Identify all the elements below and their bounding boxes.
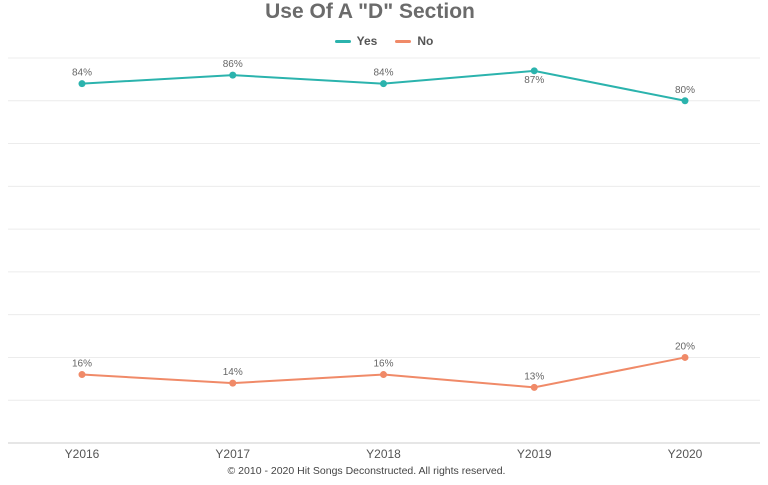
x-tick-label: Y2020	[668, 447, 703, 461]
legend-item-yes[interactable]: Yes	[334, 34, 378, 48]
grid-lines	[8, 57, 760, 444]
legend-swatch-yes	[334, 39, 351, 43]
data-point	[78, 371, 86, 379]
data-point	[681, 353, 689, 361]
data-label: 86%	[223, 59, 243, 70]
chart-legend: Yes No	[0, 34, 768, 48]
data-label: 84%	[72, 68, 92, 79]
x-tick-label: Y2016	[65, 447, 100, 461]
legend-label-no: No	[417, 34, 434, 48]
data-label: 16%	[72, 359, 92, 370]
data-label: 20%	[675, 341, 695, 352]
data-point	[229, 379, 237, 387]
data-label: 13%	[524, 371, 544, 382]
data-label: 14%	[223, 367, 243, 378]
data-point	[380, 371, 387, 379]
chart-title: Use Of A "D" Section	[265, 0, 475, 23]
series-yes: 84% 86% 84% 87% 80%	[72, 59, 695, 105]
data-label: 16%	[373, 359, 393, 370]
chart-series: 84% 86% 84% 87% 80% 16% 14% 16% 13% 20%	[72, 59, 695, 391]
legend-swatch-no	[395, 39, 412, 43]
series-no: 16% 14% 16% 13% 20%	[72, 341, 695, 391]
x-tick-label: Y2017	[215, 447, 250, 461]
data-label: 87%	[524, 75, 544, 86]
data-label: 84%	[373, 68, 393, 79]
x-tick-label: Y2018	[366, 447, 401, 461]
x-tick-label: Y2019	[517, 447, 552, 461]
legend-item-no[interactable]: No	[395, 34, 433, 48]
legend-label-yes: Yes	[356, 34, 378, 48]
data-label: 80%	[675, 85, 695, 96]
data-point	[229, 71, 237, 79]
data-point	[78, 80, 86, 88]
data-point	[681, 97, 689, 105]
data-point	[380, 80, 387, 88]
data-point	[530, 67, 538, 75]
copyright-footer: © 2010 - 2020 Hit Songs Deconstructed. A…	[227, 465, 506, 477]
data-point	[530, 383, 538, 391]
x-axis-ticks: Y2016 Y2017 Y2018 Y2019 Y2020	[65, 447, 703, 461]
